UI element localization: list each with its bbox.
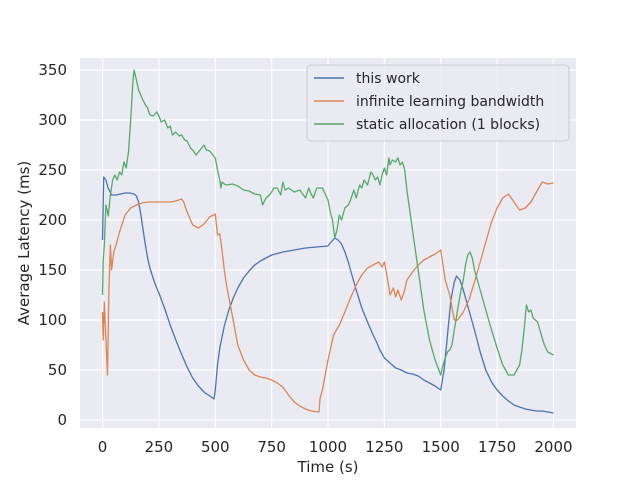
y-tick-label: 150 [38, 261, 67, 279]
y-tick-labels: 0 50 100 150 200 250 300 350 [38, 61, 67, 429]
series-lines [101, 69, 554, 414]
y-tick-label: 0 [57, 411, 67, 429]
legend-label-static-allocation: static allocation (1 blocks) [356, 117, 540, 133]
legend: this work infinite learning bandwidth st… [306, 64, 570, 142]
y-axis-label: Average Latency (ms) [15, 161, 33, 326]
y-tick-label: 250 [38, 161, 67, 179]
x-tick-label: 500 [201, 438, 230, 456]
y-tick-label: 100 [38, 311, 67, 329]
series-line-this-work [101, 176, 554, 414]
y-tick-label: 200 [38, 211, 67, 229]
x-tick-label: 1750 [478, 438, 516, 456]
series-line-static-allocation-1-blocks [101, 69, 554, 376]
x-tick-label: 250 [145, 438, 174, 456]
x-tick-label: 750 [257, 438, 286, 456]
legend-label-this-work: this work [356, 71, 421, 87]
x-axis-label: Time (s) [297, 458, 359, 476]
x-tick-labels: 0 250 500 750 1000 1250 1500 1750 2000 [98, 438, 573, 456]
legend-label-infinite-learning-bandwidth: infinite learning bandwidth [356, 94, 544, 110]
legend-box [306, 64, 570, 142]
x-tick-label: 1500 [422, 438, 460, 456]
x-tick-label: 1250 [365, 438, 403, 456]
x-tick-label: 1000 [309, 438, 347, 456]
x-tick-label: 0 [98, 438, 108, 456]
y-tick-label: 50 [48, 361, 67, 379]
y-tick-label: 350 [38, 61, 67, 79]
y-tick-label: 300 [38, 111, 67, 129]
series-line-infinite-learning-bandwidth [101, 181, 554, 413]
x-tick-label: 2000 [534, 438, 572, 456]
